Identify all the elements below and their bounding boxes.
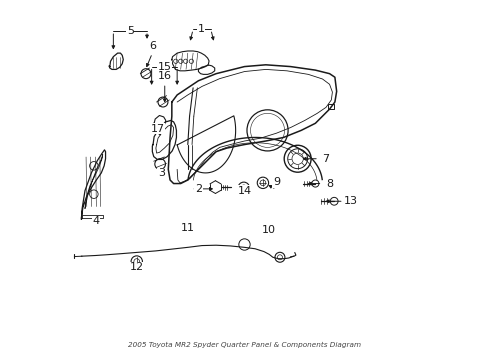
Text: 1: 1	[197, 24, 204, 34]
Text: 16: 16	[158, 71, 171, 81]
Text: 5: 5	[126, 26, 134, 36]
Text: 9: 9	[272, 177, 280, 187]
Text: 12: 12	[129, 262, 143, 272]
Text: 2: 2	[194, 184, 202, 194]
Text: 6: 6	[148, 41, 156, 51]
Text: 14: 14	[237, 186, 251, 196]
Text: 17: 17	[150, 124, 164, 134]
Text: 4: 4	[93, 216, 100, 226]
Text: 13: 13	[343, 196, 357, 206]
Text: 15: 15	[158, 62, 171, 72]
Text: 7: 7	[322, 154, 329, 164]
Text: 3: 3	[158, 168, 164, 178]
Text: 10: 10	[262, 225, 276, 235]
Text: 8: 8	[325, 179, 332, 189]
Text: 2005 Toyota MR2 Spyder Quarter Panel & Components Diagram: 2005 Toyota MR2 Spyder Quarter Panel & C…	[128, 342, 360, 348]
Text: 11: 11	[181, 223, 194, 233]
